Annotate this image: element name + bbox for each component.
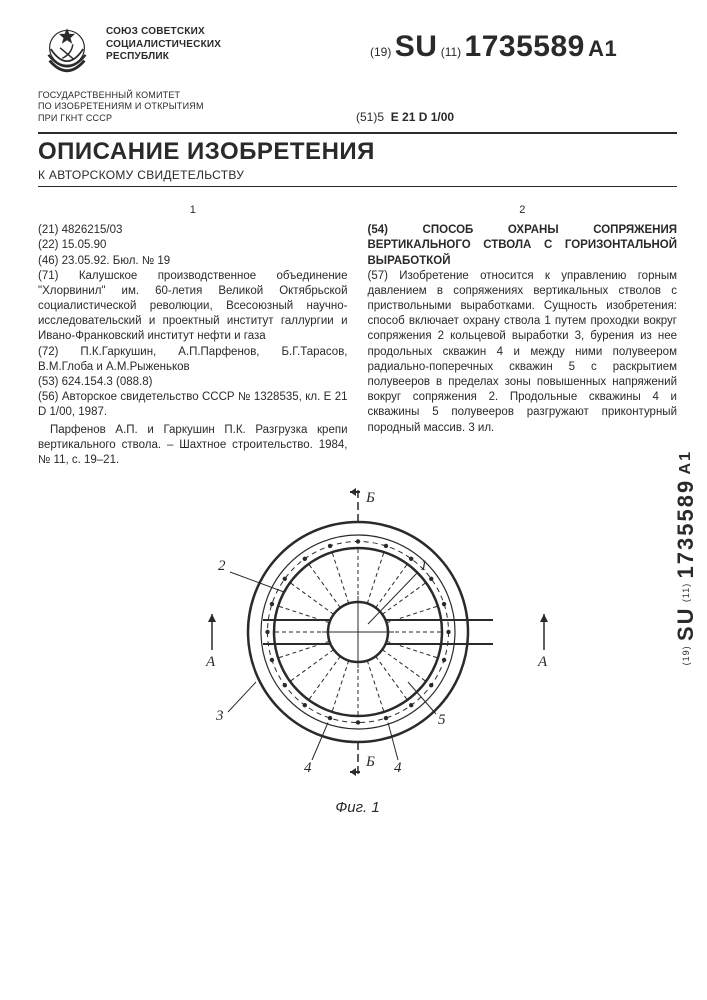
field-72: (72) П.К.Гаркушин, А.П.Парфенов, Б.Г.Тар… — [38, 345, 348, 375]
header-left: СОЮЗ СОВЕТСКИХ СОЦИАЛИСТИЧЕСКИХ РЕСПУБЛИ… — [38, 20, 328, 78]
side-code11: (11) — [681, 583, 691, 602]
side-pub-id: (19) SU (11) 1735589 A1 — [673, 450, 699, 665]
doc-title: ОПИСАНИЕ ИЗОБРЕТЕНИЯ — [38, 138, 677, 166]
publication-id: (19) SU (11) 1735589 A1 — [342, 20, 677, 64]
ipc-code: (51)5 — [356, 110, 384, 124]
pub-kind: A1 — [588, 36, 617, 61]
divider — [38, 132, 677, 134]
code-11: (11) — [441, 45, 461, 59]
svg-text:Б: Б — [365, 490, 375, 506]
col-number: 1 — [38, 203, 348, 218]
side-code19: (19) — [681, 645, 691, 665]
field-46: (46) 23.05.92. Бюл. № 19 — [38, 254, 348, 269]
committee-line: ПРИ ГКНТ СССР — [38, 113, 328, 124]
committee-line: ПО ИЗОБРЕТЕНИЯМ И ОТКРЫТИЯМ — [38, 101, 328, 112]
field-54: (54) СПОСОБ ОХРАНЫ СОПРЯЖЕНИЯ ВЕРТИКАЛЬН… — [368, 223, 678, 269]
code-19: (19) — [370, 45, 391, 59]
ussr-line: СОЦИАЛИСТИЧЕСКИХ — [106, 39, 221, 52]
figure-caption: Фиг. 1 — [168, 799, 548, 816]
svg-text:Б: Б — [365, 754, 375, 770]
side-number: 1735589 — [673, 479, 698, 579]
ussr-line: РЕСПУБЛИК — [106, 51, 221, 64]
ipc-block: (51)5 E 21 D 1/00 — [328, 110, 454, 124]
figure-1: 1 2 3 4 4 5 A A Б Б Фиг. 1 — [168, 482, 548, 816]
ipc-class: E 21 D 1/00 — [391, 110, 454, 124]
field-53: (53) 624.154.3 (088.8) — [38, 375, 348, 390]
side-country: SU — [673, 606, 698, 641]
side-kind: A1 — [677, 450, 694, 474]
svg-text:5: 5 — [438, 712, 446, 728]
svg-text:4: 4 — [304, 760, 312, 776]
committee-line: ГОСУДАРСТВЕННЫЙ КОМИТЕТ — [38, 90, 328, 101]
ussr-emblem-icon — [38, 20, 96, 78]
svg-text:A: A — [205, 654, 216, 670]
divider — [38, 186, 677, 187]
column-right: 2 (54) СПОСОБ ОХРАНЫ СОПРЯЖЕНИЯ ВЕРТИКАЛ… — [368, 203, 678, 468]
committee-block: ГОСУДАРСТВЕННЫЙ КОМИТЕТ ПО ИЗОБРЕТЕНИЯМ … — [38, 90, 328, 124]
svg-text:2: 2 — [218, 558, 226, 574]
field-71: (71) Калушское производственное объедине… — [38, 269, 348, 345]
country-code: SU — [395, 30, 438, 63]
figure-svg: 1 2 3 4 4 5 A A Б Б — [168, 482, 548, 792]
svg-text:4: 4 — [394, 760, 402, 776]
doc-subtitle: К АВТОРСКОМУ СВИДЕТЕЛЬСТВУ — [38, 168, 677, 182]
col-number: 2 — [368, 203, 678, 218]
svg-text:1: 1 — [420, 558, 428, 574]
field-57: (57) Изобретение относится к управлению … — [368, 269, 678, 436]
svg-text:3: 3 — [215, 708, 224, 724]
field-56b: Парфенов А.П. и Гаркушин П.К. Разгрузка … — [38, 423, 348, 469]
field-21: (21) 4826215/03 — [38, 223, 348, 238]
ussr-line: СОЮЗ СОВЕТСКИХ — [106, 26, 221, 39]
svg-text:A: A — [537, 654, 548, 670]
column-left: 1 (21) 4826215/03 (22) 15.05.90 (46) 23.… — [38, 203, 348, 468]
field-22: (22) 15.05.90 — [38, 238, 348, 253]
pub-number: 1735589 — [465, 30, 585, 63]
field-56a: (56) Авторское свидетельство СССР № 1328… — [38, 390, 348, 420]
